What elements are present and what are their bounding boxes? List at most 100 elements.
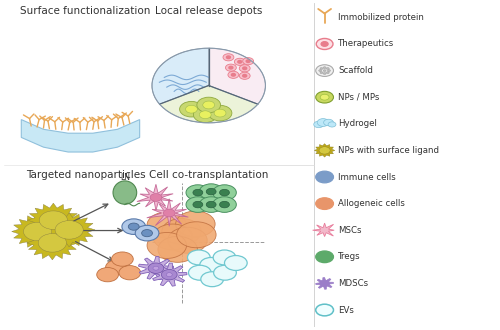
- Circle shape: [214, 265, 236, 280]
- Text: Tregs: Tregs: [338, 252, 361, 261]
- Circle shape: [328, 70, 330, 72]
- Circle shape: [316, 251, 334, 263]
- Circle shape: [242, 75, 246, 77]
- Text: Surface functionalization: Surface functionalization: [20, 6, 150, 16]
- Circle shape: [206, 188, 216, 195]
- Circle shape: [38, 234, 66, 252]
- Text: Allogeneic cells: Allogeneic cells: [338, 199, 406, 208]
- Circle shape: [148, 263, 164, 273]
- Circle shape: [214, 109, 226, 117]
- Text: Targeted nanoparticles: Targeted nanoparticles: [26, 170, 145, 181]
- Circle shape: [186, 105, 198, 113]
- Text: MDSCs: MDSCs: [338, 279, 368, 288]
- Circle shape: [320, 254, 329, 260]
- Circle shape: [223, 54, 234, 61]
- Wedge shape: [152, 48, 208, 104]
- Polygon shape: [312, 223, 334, 237]
- Circle shape: [320, 174, 329, 180]
- Circle shape: [229, 66, 233, 69]
- Circle shape: [186, 197, 210, 213]
- Circle shape: [176, 211, 215, 237]
- Circle shape: [193, 201, 203, 208]
- Circle shape: [147, 232, 186, 258]
- Polygon shape: [316, 278, 334, 289]
- Circle shape: [122, 219, 146, 234]
- Circle shape: [324, 119, 334, 126]
- Text: Hydrogel: Hydrogel: [338, 119, 378, 128]
- Circle shape: [316, 171, 334, 183]
- Text: Cell co-transplantation: Cell co-transplantation: [149, 170, 268, 181]
- Circle shape: [96, 268, 118, 282]
- Polygon shape: [147, 199, 188, 226]
- Circle shape: [176, 222, 216, 248]
- Circle shape: [212, 185, 236, 200]
- Circle shape: [193, 189, 203, 196]
- Circle shape: [180, 101, 204, 117]
- Circle shape: [228, 71, 239, 78]
- Circle shape: [314, 121, 324, 128]
- Circle shape: [320, 72, 323, 74]
- Text: LN: LN: [120, 174, 130, 182]
- Circle shape: [240, 65, 250, 72]
- Circle shape: [242, 67, 246, 70]
- Circle shape: [200, 257, 222, 272]
- Circle shape: [323, 70, 326, 72]
- Circle shape: [318, 70, 322, 72]
- Circle shape: [119, 266, 141, 280]
- Text: Immobilized protein: Immobilized protein: [338, 13, 424, 22]
- Circle shape: [40, 211, 68, 229]
- Circle shape: [147, 212, 186, 238]
- Circle shape: [317, 118, 329, 126]
- Circle shape: [150, 194, 162, 201]
- Text: EVs: EVs: [338, 306, 354, 314]
- Polygon shape: [314, 144, 335, 157]
- Circle shape: [168, 227, 207, 253]
- Circle shape: [203, 101, 214, 109]
- Circle shape: [200, 111, 211, 118]
- Circle shape: [200, 197, 223, 213]
- Polygon shape: [26, 226, 78, 260]
- Circle shape: [232, 74, 235, 76]
- Circle shape: [220, 189, 230, 196]
- Circle shape: [162, 270, 177, 280]
- Wedge shape: [160, 85, 258, 123]
- Text: MSCs: MSCs: [338, 226, 362, 235]
- Circle shape: [158, 236, 198, 262]
- Circle shape: [213, 250, 236, 265]
- Circle shape: [328, 122, 336, 127]
- Circle shape: [320, 68, 323, 70]
- Circle shape: [242, 58, 254, 65]
- Circle shape: [135, 225, 159, 241]
- Circle shape: [226, 56, 230, 59]
- Circle shape: [162, 218, 202, 245]
- Circle shape: [320, 280, 329, 286]
- Text: NPs with surface ligand: NPs with surface ligand: [338, 146, 440, 155]
- Circle shape: [153, 224, 192, 250]
- Circle shape: [326, 72, 329, 74]
- Ellipse shape: [113, 181, 136, 204]
- Polygon shape: [138, 256, 173, 280]
- Circle shape: [112, 252, 133, 266]
- Text: NPs / MPs: NPs / MPs: [338, 93, 380, 102]
- Circle shape: [238, 60, 242, 63]
- Circle shape: [186, 185, 210, 200]
- Text: Scaffold: Scaffold: [338, 66, 374, 75]
- Polygon shape: [152, 263, 187, 286]
- Circle shape: [226, 64, 236, 71]
- Circle shape: [326, 68, 329, 70]
- Circle shape: [201, 272, 224, 287]
- Circle shape: [153, 266, 159, 270]
- Circle shape: [316, 39, 333, 49]
- Circle shape: [197, 97, 220, 113]
- Circle shape: [321, 42, 328, 46]
- Circle shape: [212, 197, 236, 213]
- Circle shape: [320, 94, 329, 100]
- Text: Therapeutics: Therapeutics: [338, 40, 394, 49]
- Circle shape: [323, 67, 326, 69]
- Circle shape: [319, 147, 330, 154]
- Circle shape: [316, 304, 334, 316]
- Wedge shape: [208, 48, 266, 104]
- Circle shape: [55, 221, 83, 239]
- Polygon shape: [12, 214, 64, 248]
- Polygon shape: [137, 184, 173, 211]
